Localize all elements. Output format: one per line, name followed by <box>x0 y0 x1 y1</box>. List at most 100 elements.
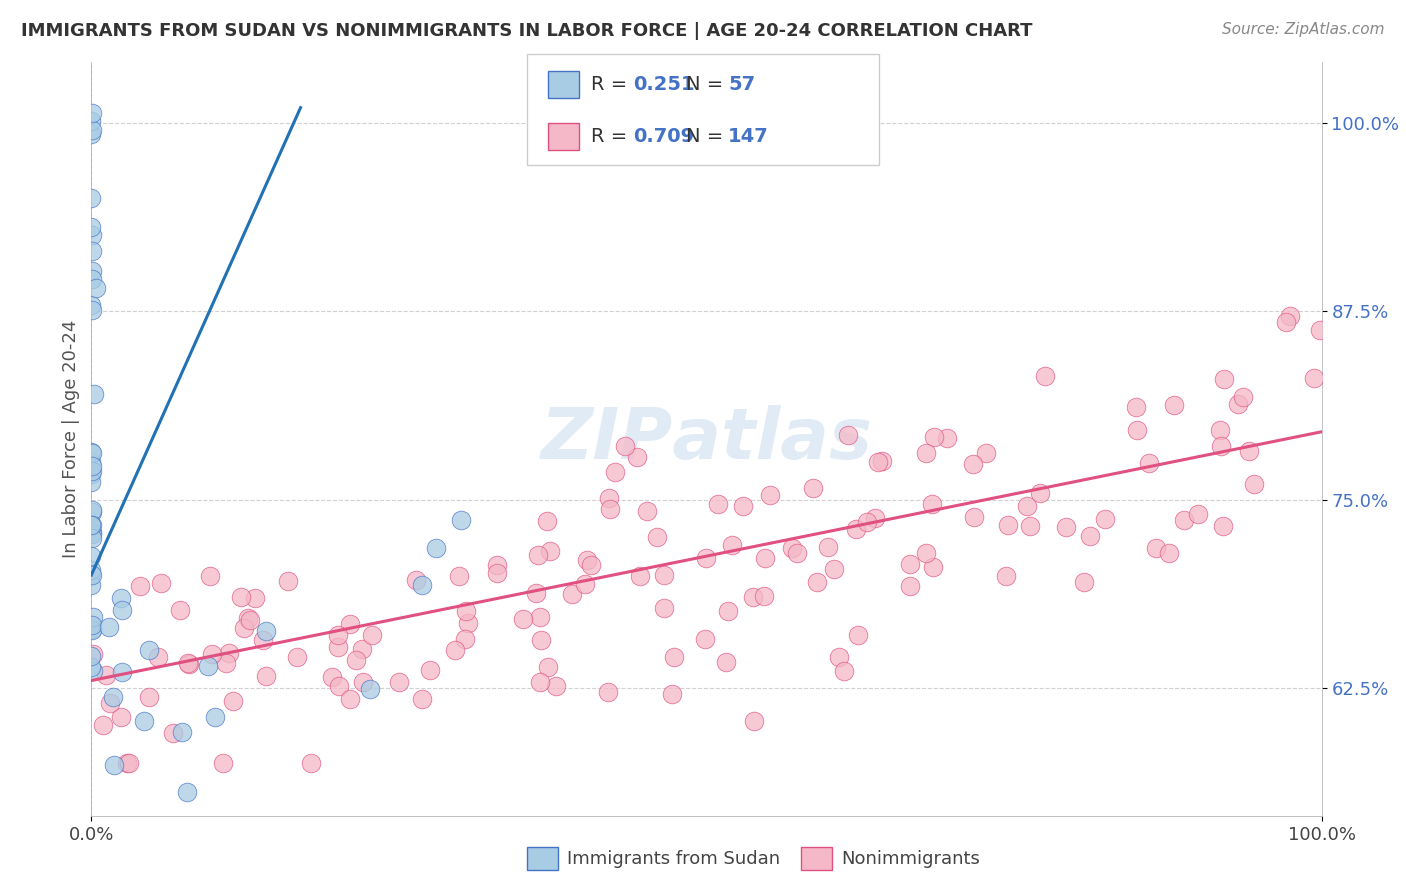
Point <box>449 568 471 582</box>
Point <box>277 574 299 588</box>
Point <box>1309 323 1331 337</box>
Point <box>176 785 198 799</box>
Point <box>529 675 551 690</box>
Point <box>201 647 224 661</box>
Point <box>252 632 274 647</box>
Point <box>218 646 240 660</box>
Point <box>80 618 103 632</box>
Point <box>80 227 103 242</box>
Point <box>997 518 1019 533</box>
Point <box>603 465 626 479</box>
Point <box>80 113 103 128</box>
Text: Immigrants from Sudan: Immigrants from Sudan <box>567 849 780 868</box>
Point <box>285 649 308 664</box>
Point <box>976 446 998 460</box>
Point <box>1080 529 1102 543</box>
Point <box>254 624 277 639</box>
Point <box>936 431 959 445</box>
Point <box>405 573 427 587</box>
Point <box>80 578 103 592</box>
Point <box>1126 423 1149 437</box>
Point <box>80 128 103 142</box>
Point <box>425 541 447 555</box>
Point <box>388 675 411 690</box>
Point <box>96 668 118 682</box>
Point <box>846 628 869 642</box>
Point <box>243 591 266 606</box>
Point <box>742 590 765 604</box>
Point <box>80 302 103 317</box>
Point <box>110 709 132 723</box>
Point <box>1029 486 1052 500</box>
Point <box>1227 397 1250 411</box>
Point <box>1157 546 1180 560</box>
Point <box>80 464 103 478</box>
Point <box>162 725 184 739</box>
Point <box>1275 315 1298 329</box>
Point <box>215 656 238 670</box>
Point <box>1213 372 1236 386</box>
Point <box>361 627 384 641</box>
Point <box>80 660 103 674</box>
Point <box>321 670 343 684</box>
Point <box>138 642 160 657</box>
Point <box>538 543 561 558</box>
Point <box>530 632 553 647</box>
Point <box>211 756 233 771</box>
Point <box>596 685 619 699</box>
Point <box>752 589 775 603</box>
Point <box>232 621 254 635</box>
Point <box>204 710 226 724</box>
Point <box>561 587 583 601</box>
Point <box>922 430 945 444</box>
Point <box>870 453 893 467</box>
Point <box>82 505 104 519</box>
Point <box>574 577 596 591</box>
Point <box>714 655 737 669</box>
Point <box>80 623 103 637</box>
Point <box>914 546 936 560</box>
Point <box>80 106 103 120</box>
Point <box>720 539 742 553</box>
Point <box>1279 310 1302 324</box>
Point <box>695 632 717 647</box>
Point <box>599 502 621 516</box>
Point <box>82 647 104 661</box>
Point <box>411 578 433 592</box>
Point <box>98 696 121 710</box>
Point <box>524 586 547 600</box>
Text: N =: N = <box>686 75 730 95</box>
Point <box>576 553 599 567</box>
Point <box>80 123 103 137</box>
Point <box>512 612 534 626</box>
Point <box>128 579 150 593</box>
Point <box>626 450 648 464</box>
Point <box>80 567 103 582</box>
Point <box>922 559 945 574</box>
Point <box>898 579 921 593</box>
Point <box>832 664 855 678</box>
Point <box>1094 512 1116 526</box>
Point <box>150 575 173 590</box>
Point <box>80 445 103 459</box>
Point <box>1163 398 1185 412</box>
Point <box>733 500 755 514</box>
Point <box>529 610 551 624</box>
Point <box>963 510 986 524</box>
Point <box>823 562 845 576</box>
Point <box>82 517 104 532</box>
Point <box>82 526 104 541</box>
Point <box>197 659 219 673</box>
Point <box>707 497 730 511</box>
Point <box>339 616 361 631</box>
Point <box>301 756 323 771</box>
Point <box>111 665 134 679</box>
Point <box>328 628 350 642</box>
Point <box>1073 575 1095 590</box>
Point <box>91 717 114 731</box>
Text: 57: 57 <box>728 75 755 95</box>
Point <box>138 690 160 704</box>
Point <box>695 551 717 566</box>
Point <box>1243 477 1265 491</box>
Point <box>1125 401 1147 415</box>
